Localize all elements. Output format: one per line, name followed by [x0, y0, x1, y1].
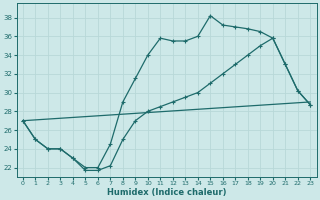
X-axis label: Humidex (Indice chaleur): Humidex (Indice chaleur): [107, 188, 226, 197]
